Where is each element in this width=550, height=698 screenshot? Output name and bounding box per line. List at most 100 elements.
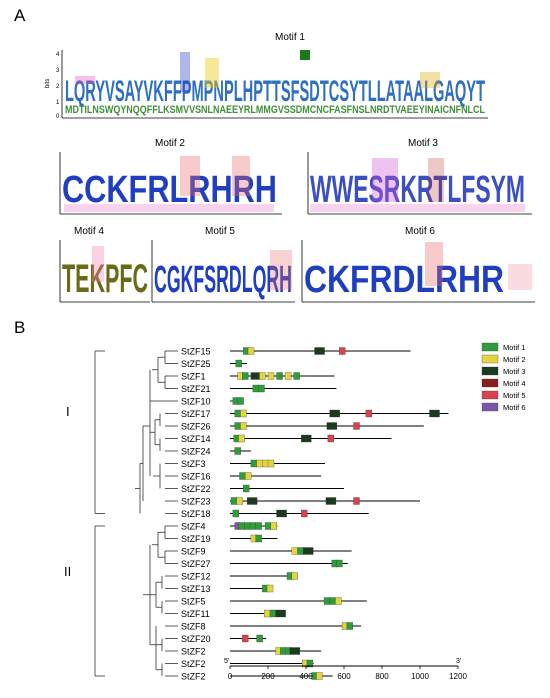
legend-swatch <box>481 354 499 364</box>
motif-box-1 <box>336 559 343 568</box>
motif-4-logo: TEKPFC <box>59 240 150 303</box>
motif-box-1 <box>234 409 241 418</box>
gene-label: StZF5 <box>181 597 206 607</box>
gene-row: StZF2 <box>181 647 322 657</box>
gene-label: StZF11 <box>181 609 210 619</box>
motif-box-3 <box>301 434 312 443</box>
gene-label: StZF21 <box>181 384 211 394</box>
motif-box-1 <box>297 547 304 555</box>
gene-label: StZF16 <box>181 472 211 482</box>
motif-box-1 <box>237 397 244 405</box>
motif-box-2 <box>267 459 275 468</box>
gene-row: StZF25 <box>181 359 248 369</box>
gene-row: StZF8 <box>181 622 362 632</box>
motif-5-title: Motif 5 <box>204 226 235 237</box>
motif-6-sequence: CKFRDLRHR <box>304 259 504 301</box>
motif-4-sequence: TEKPFC <box>62 257 148 301</box>
gene-row: StZF20 <box>181 634 267 644</box>
motif-box-1 <box>232 509 240 518</box>
legend-swatch <box>481 390 499 400</box>
motif-6-title: Motif 6 <box>404 226 435 237</box>
gene-label: StZF2 <box>181 647 206 657</box>
gene-label: StZF20 <box>181 634 211 644</box>
motif-box-1 <box>250 459 258 468</box>
motif-box-5 <box>301 509 308 518</box>
motif-box-1 <box>306 659 314 668</box>
motif-architecture-chart: StZF15 StZF25 StZF1 StZF21 StZF10 StZF17 StZF2… <box>64 342 526 682</box>
svg-text:bits: bits <box>45 79 51 88</box>
motif-box-3 <box>326 422 338 430</box>
legend-label: Motif 2 <box>503 355 526 364</box>
legend-label: Motif 6 <box>503 403 526 412</box>
motif-box-5 <box>353 497 360 505</box>
motif-1-sequence: LQRYVSAYVKFFPMPNPLHPTTSFSDTCSYTLLATAALGA… <box>65 75 485 108</box>
motif-box-1 <box>258 384 265 393</box>
motif-box-1 <box>256 634 263 643</box>
axis-tick-label: 1200 <box>449 672 467 681</box>
gene-row: StZF3 <box>181 459 325 469</box>
motif-box-2 <box>236 497 243 505</box>
panel-label-a: A <box>14 6 26 25</box>
gene-label: StZF10 <box>181 397 211 407</box>
motif-box-1 <box>264 522 272 530</box>
motif-2-sequence: CCKFRLRHRH <box>62 169 277 211</box>
motif-1-logo: bits 4 3 2 1 0 LQRYVSAYVKFFPMPNPLHPTTSFS… <box>45 50 488 120</box>
legend-swatch <box>481 342 499 352</box>
motif-box-2 <box>240 422 247 430</box>
motif-box-3 <box>276 509 287 518</box>
motif-box-3 <box>246 497 258 505</box>
legend-swatch <box>481 402 499 412</box>
gene-label: StZF9 <box>181 547 206 557</box>
gene-row: StZF9 <box>181 547 352 557</box>
gene-label: StZF2 <box>181 672 206 682</box>
motif-box-3 <box>302 547 314 555</box>
motif-3-sequence: WWESRKRTLFSYM <box>310 169 525 211</box>
gene-row: StZF2 <box>181 672 333 682</box>
axis-3prime: 3' <box>456 658 461 665</box>
gene-label: StZF19 <box>181 534 211 544</box>
motif-box-5 <box>353 422 360 430</box>
motif-box-1 <box>252 384 259 393</box>
motif-box-3 <box>325 497 337 505</box>
motif-box-1 <box>276 372 283 380</box>
svg-text:4: 4 <box>56 52 60 58</box>
gene-row: StZF11 <box>181 609 286 619</box>
gene-rows: StZF15 StZF25 StZF1 StZF21 StZF10 StZF17 StZF2… <box>181 347 449 682</box>
gene-row: StZF1 <box>181 372 335 382</box>
motif-box-2 <box>284 372 292 380</box>
motif-box-2 <box>266 584 274 593</box>
motif-box-2 <box>247 347 255 355</box>
motif-box-2 <box>264 609 271 618</box>
motif-box-1 <box>249 522 257 530</box>
motif-box-2 <box>267 372 275 380</box>
gene-label: StZF14 <box>181 434 211 444</box>
motif-box-5 <box>365 409 373 418</box>
gene-row: StZF27 <box>181 559 348 569</box>
gene-row: StZF5 <box>181 597 367 607</box>
gene-row: StZF17 <box>181 409 449 419</box>
motif-box-1 <box>239 472 246 480</box>
svg-text:2: 2 <box>56 84 60 90</box>
motif-5-sequence: CGKFSRDLQRH <box>154 259 292 301</box>
legend-swatch <box>481 366 499 376</box>
legend-label: Motif 5 <box>503 391 526 400</box>
motif-box-5 <box>242 634 249 643</box>
gene-row: StZF2 <box>181 659 314 669</box>
axis-tick-label: 600 <box>337 672 351 681</box>
motif-box-2 <box>238 434 245 443</box>
gene-row: StZF22 <box>181 484 344 494</box>
motif-box-3 <box>289 647 301 655</box>
motif-box-1 <box>234 422 241 430</box>
motif-box-1 <box>323 597 331 605</box>
motif-box-2 <box>256 459 263 468</box>
motif-box-1 <box>244 522 251 530</box>
gene-label: StZF13 <box>181 584 211 594</box>
gene-label: StZF24 <box>181 447 211 457</box>
motif-box-5 <box>327 434 335 443</box>
axis-tick-label: 400 <box>299 672 313 681</box>
gene-label: StZF25 <box>181 359 211 369</box>
panel-label-b: B <box>14 318 26 337</box>
length-axis: 0 200 400 600 800 1000 1200 5' 3' <box>224 658 467 681</box>
gene-label: StZF4 <box>181 522 206 532</box>
motif-box-3 <box>314 347 325 355</box>
